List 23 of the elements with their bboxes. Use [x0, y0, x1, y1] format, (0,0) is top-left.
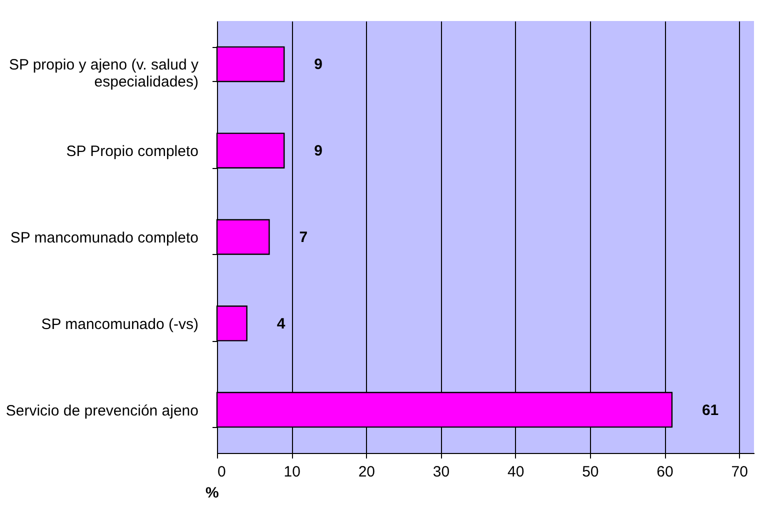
- x-axis-title: %: [206, 484, 219, 502]
- data-label: 9: [314, 142, 322, 160]
- x-tick-label: 70: [731, 464, 748, 480]
- data-label: 4: [276, 315, 286, 332]
- y-tick-label: Servicio de prevención ajeno: [6, 402, 198, 420]
- y-tick-label: SP propio y ajeno (v. salud y especialidades): [8, 56, 199, 91]
- data-label: 61: [702, 402, 719, 419]
- bar: [216, 46, 285, 82]
- data-label: 9: [314, 56, 322, 74]
- x-tick-label: 50: [582, 464, 599, 480]
- x-tick-label: 10: [284, 464, 300, 480]
- x-tick-label: 40: [507, 464, 524, 480]
- x-tick-label: 30: [432, 464, 450, 480]
- data-label: 7: [299, 229, 308, 246]
- y-tick-label: SP Propio completo: [66, 143, 198, 160]
- x-tick-label: 0: [218, 464, 226, 480]
- x-tick-label: 20: [358, 464, 376, 480]
- bar: [216, 132, 285, 168]
- bar: [216, 219, 270, 255]
- x-tick-label: 60: [656, 464, 674, 480]
- bar: [216, 306, 248, 342]
- y-tick-label: SP mancomunado completo: [10, 230, 198, 246]
- y-tick-label: SP mancomunado (-vs): [41, 316, 198, 333]
